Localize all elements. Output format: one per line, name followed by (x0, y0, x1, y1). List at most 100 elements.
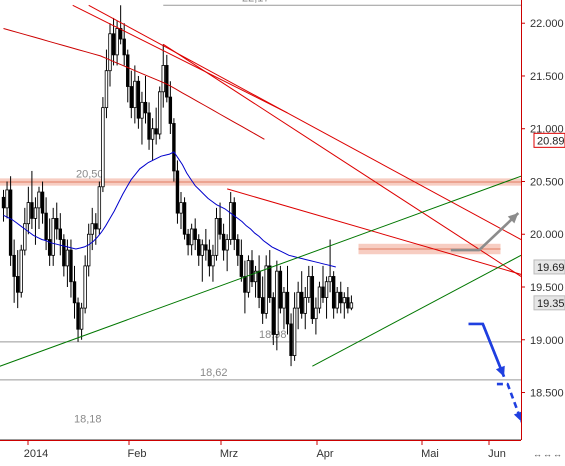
candle-body (94, 223, 98, 230)
candle-body (40, 191, 45, 214)
candle-body (51, 218, 55, 256)
level-label: 18,62 (200, 367, 228, 379)
moving-average-short (3, 151, 336, 268)
candle-body (175, 170, 180, 214)
y-tick-label: 20.000 (530, 229, 564, 241)
candle-body (260, 297, 265, 314)
candle-body (307, 276, 311, 298)
candle-body (55, 218, 59, 230)
candle-body (328, 276, 332, 283)
candle-body (19, 249, 23, 293)
candle-body (115, 28, 119, 56)
candle-body (314, 307, 318, 320)
projection-down-dashed-arrow (496, 382, 524, 423)
candle-body (101, 107, 105, 188)
y-tick-label: 21.500 (530, 71, 564, 83)
candle-body (207, 249, 212, 267)
candle-body (299, 291, 304, 314)
candle-body (296, 291, 300, 309)
candle-body (189, 228, 194, 246)
candle-body (331, 276, 336, 309)
candle-body (289, 323, 293, 356)
candle-body (5, 189, 9, 209)
candle-body (111, 33, 116, 56)
projection-down-dashed-arrow-head (513, 411, 523, 423)
candle-body (253, 270, 258, 283)
support-trendline (312, 254, 522, 367)
candle-body (278, 270, 283, 309)
y-tick-label: 18.500 (530, 388, 564, 400)
candle-body (271, 297, 275, 335)
candle-body (26, 202, 31, 225)
candle-body (87, 233, 91, 267)
price-tag (533, 259, 565, 275)
candle-body (133, 80, 137, 109)
candle-body (69, 249, 73, 283)
x-tick-label: Mrz (220, 448, 238, 460)
candle-body (33, 207, 38, 219)
candle-body (179, 202, 183, 214)
candle-body (8, 189, 13, 256)
candle-body (285, 291, 290, 325)
candle-body (221, 233, 226, 251)
candle-body (268, 265, 272, 298)
candle-body (250, 260, 254, 283)
price-tag (533, 295, 565, 311)
candle-body (303, 297, 307, 314)
x-tick-label: Apr (316, 448, 333, 460)
scroll-arrows-icon[interactable]: ↔↔↔ (533, 449, 563, 459)
candle-body (282, 291, 286, 309)
y-tick-label: 20.500 (530, 176, 564, 188)
candle-body (186, 233, 190, 246)
resistance-trendline (88, 4, 522, 240)
level-label: 18,18 (74, 413, 102, 425)
projection-down-arrow-head (495, 365, 505, 377)
candle-body (143, 101, 148, 114)
candle-body (58, 228, 62, 240)
price-tag-label: 20.89 (537, 135, 565, 147)
candle-body (214, 218, 219, 256)
x-tick-label: Feb (128, 448, 147, 460)
candle-body (140, 101, 144, 119)
projection-up-arrow (450, 212, 520, 252)
candle-body (346, 297, 350, 309)
candle-body (62, 239, 66, 267)
price-tag (533, 132, 565, 148)
y-tick-label: 19.500 (530, 282, 564, 294)
candle-body (218, 218, 222, 235)
candle-body (292, 307, 297, 356)
candle-body (335, 291, 339, 309)
level-label: 20,50 (76, 168, 104, 180)
y-tick-label: 19.000 (530, 335, 564, 347)
price-tag-label: 19.69 (537, 262, 565, 274)
candle-body (147, 112, 151, 140)
candle-body (104, 70, 109, 109)
level-label: 22,17 (242, 0, 270, 4)
candle-body (349, 302, 354, 309)
candle-body (118, 28, 123, 40)
resistance-trendline (72, 4, 288, 114)
candle-body (243, 276, 247, 293)
candle-body (342, 297, 346, 304)
candle-body (83, 265, 87, 309)
candle-body (339, 291, 343, 304)
candle-body (154, 128, 158, 135)
candle-body (172, 123, 176, 172)
resistance-trendline (227, 188, 522, 275)
candle-body (47, 239, 52, 256)
candle-body (108, 33, 112, 72)
candle-body (264, 265, 268, 314)
candle-body (193, 228, 197, 240)
candle-body (126, 54, 130, 87)
moving-average-long (3, 28, 265, 140)
resistance-trendline (162, 43, 522, 277)
candle-body (168, 96, 173, 124)
support-trendline (0, 175, 522, 367)
y-tick-label: 22.000 (530, 18, 564, 30)
candle-body (12, 254, 16, 277)
candle-body (182, 202, 187, 235)
candle-body (136, 80, 141, 119)
candle-body (122, 38, 126, 56)
